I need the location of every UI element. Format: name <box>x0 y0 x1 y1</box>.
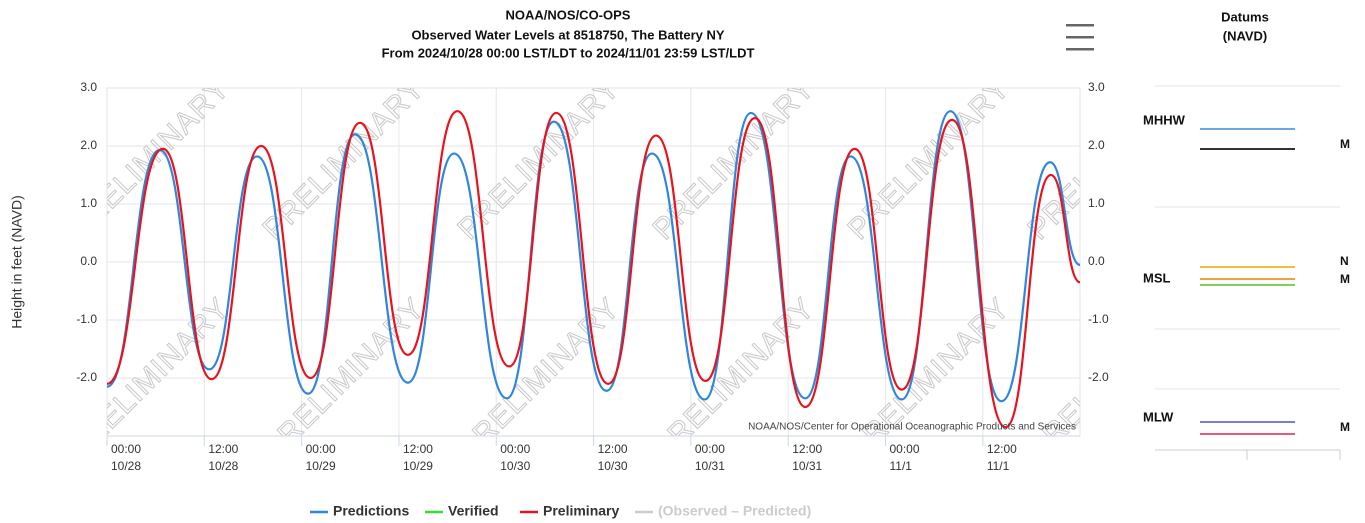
datum-label: MLW <box>1143 409 1174 424</box>
series-lines <box>107 110 1080 429</box>
menu-bar <box>1066 36 1094 39</box>
watermark: PRELIMINARY <box>1022 292 1197 467</box>
x-tick-label: 10/28 <box>208 459 238 473</box>
menu-bar <box>1066 24 1094 27</box>
y-axis-label: Height in feet (NAVD) <box>9 195 25 329</box>
watermark: PRELIMINARY <box>452 292 627 467</box>
y2-tick-label: 3.0 <box>1088 80 1105 94</box>
x-tick-label: 12:00 <box>987 442 1017 456</box>
x-tick-label: 12:00 <box>598 442 628 456</box>
y2-tick-label: 2.0 <box>1088 138 1105 152</box>
x-tick-label: 10/28 <box>111 459 141 473</box>
x-tick-label: 12:00 <box>208 442 238 456</box>
x-tick-label: 10/30 <box>598 459 628 473</box>
y2-tick-label: -2.0 <box>1088 370 1109 384</box>
legend: Predictions Verified Preliminary (Observed … <box>310 503 811 519</box>
x-tick-label: 11/1 <box>890 459 913 473</box>
y2-tick-label: -1.0 <box>1088 312 1109 326</box>
x-tick-label: 00:00 <box>695 442 725 456</box>
x-tick-label: 00:00 <box>500 442 530 456</box>
chart-title: NOAA/NOS/CO-OPS <box>506 7 631 22</box>
x-tick-label: 10/31 <box>695 459 725 473</box>
chart-title: Observed Water Levels at 8518750, The Ba… <box>411 27 724 42</box>
y-tick-label: 2.0 <box>80 138 97 152</box>
watermark: PRELIMINARY <box>452 72 627 247</box>
x-tick-label: 00:00 <box>890 442 920 456</box>
datums-title: Datums <box>1221 9 1269 24</box>
y2-tick-label: 1.0 <box>1088 196 1105 210</box>
grid <box>106 87 1081 437</box>
datum-label: MSL <box>1143 270 1171 285</box>
y2-tick-label: 0.0 <box>1088 254 1105 268</box>
x-tick-label: 10/30 <box>500 459 530 473</box>
x-tick-label: 10/29 <box>403 459 433 473</box>
x-tick-label: 10/29 <box>306 459 336 473</box>
x-tick-label: 12:00 <box>403 442 433 456</box>
x-tick-label: 11/1 <box>987 459 1010 473</box>
menu-button[interactable] <box>1062 20 1098 54</box>
watermark: PRELIMINARY <box>1022 72 1197 247</box>
menu-bar <box>1066 48 1094 51</box>
y-tick-label: 0.0 <box>80 254 97 268</box>
y-tick-label: 1.0 <box>80 196 97 210</box>
watermark: PRELIMINARY <box>257 292 432 467</box>
datums-subtitle: (NAVD) <box>1223 28 1268 43</box>
y-tick-label: 3.0 <box>80 80 97 94</box>
series-line <box>107 110 1080 429</box>
x-tick-label: 12:00 <box>792 442 822 456</box>
legend-label: Predictions <box>333 503 409 519</box>
y-tick-label: -1.0 <box>76 312 97 326</box>
x-tick-label: 10/31 <box>792 459 822 473</box>
datum-cut-label: M <box>1340 272 1350 286</box>
credits: NOAA/NOS/Center for Operational Oceanogr… <box>748 422 1076 433</box>
watermark: PRELIMINARY <box>62 72 237 247</box>
legend-label: Preliminary <box>543 503 619 519</box>
x-tick-label: 00:00 <box>306 442 336 456</box>
datum-cut-label: N <box>1340 254 1349 268</box>
datum-cut-label: M <box>1340 420 1350 434</box>
y-tick-label: -2.0 <box>76 370 97 384</box>
datums-panel: Datums (NAVD) MHHW MSL MLW M N M M <box>1143 9 1350 460</box>
x-tick-label: 00:00 <box>111 442 141 456</box>
legend-label: (Observed – Predicted) <box>658 503 811 519</box>
axes: 3.0 3.0 2.0 2.0 1.0 1.0 0.0 0.0 -1.0 -1.0 -2.0 -2.0… <box>76 80 1109 473</box>
legend-label: Verified <box>448 503 499 519</box>
datum-cut-label: M <box>1340 137 1350 151</box>
datum-label: MHHW <box>1143 112 1186 127</box>
chart-title: From 2024/10/28 00:00 LST/LDT to 2024/11… <box>382 45 755 60</box>
